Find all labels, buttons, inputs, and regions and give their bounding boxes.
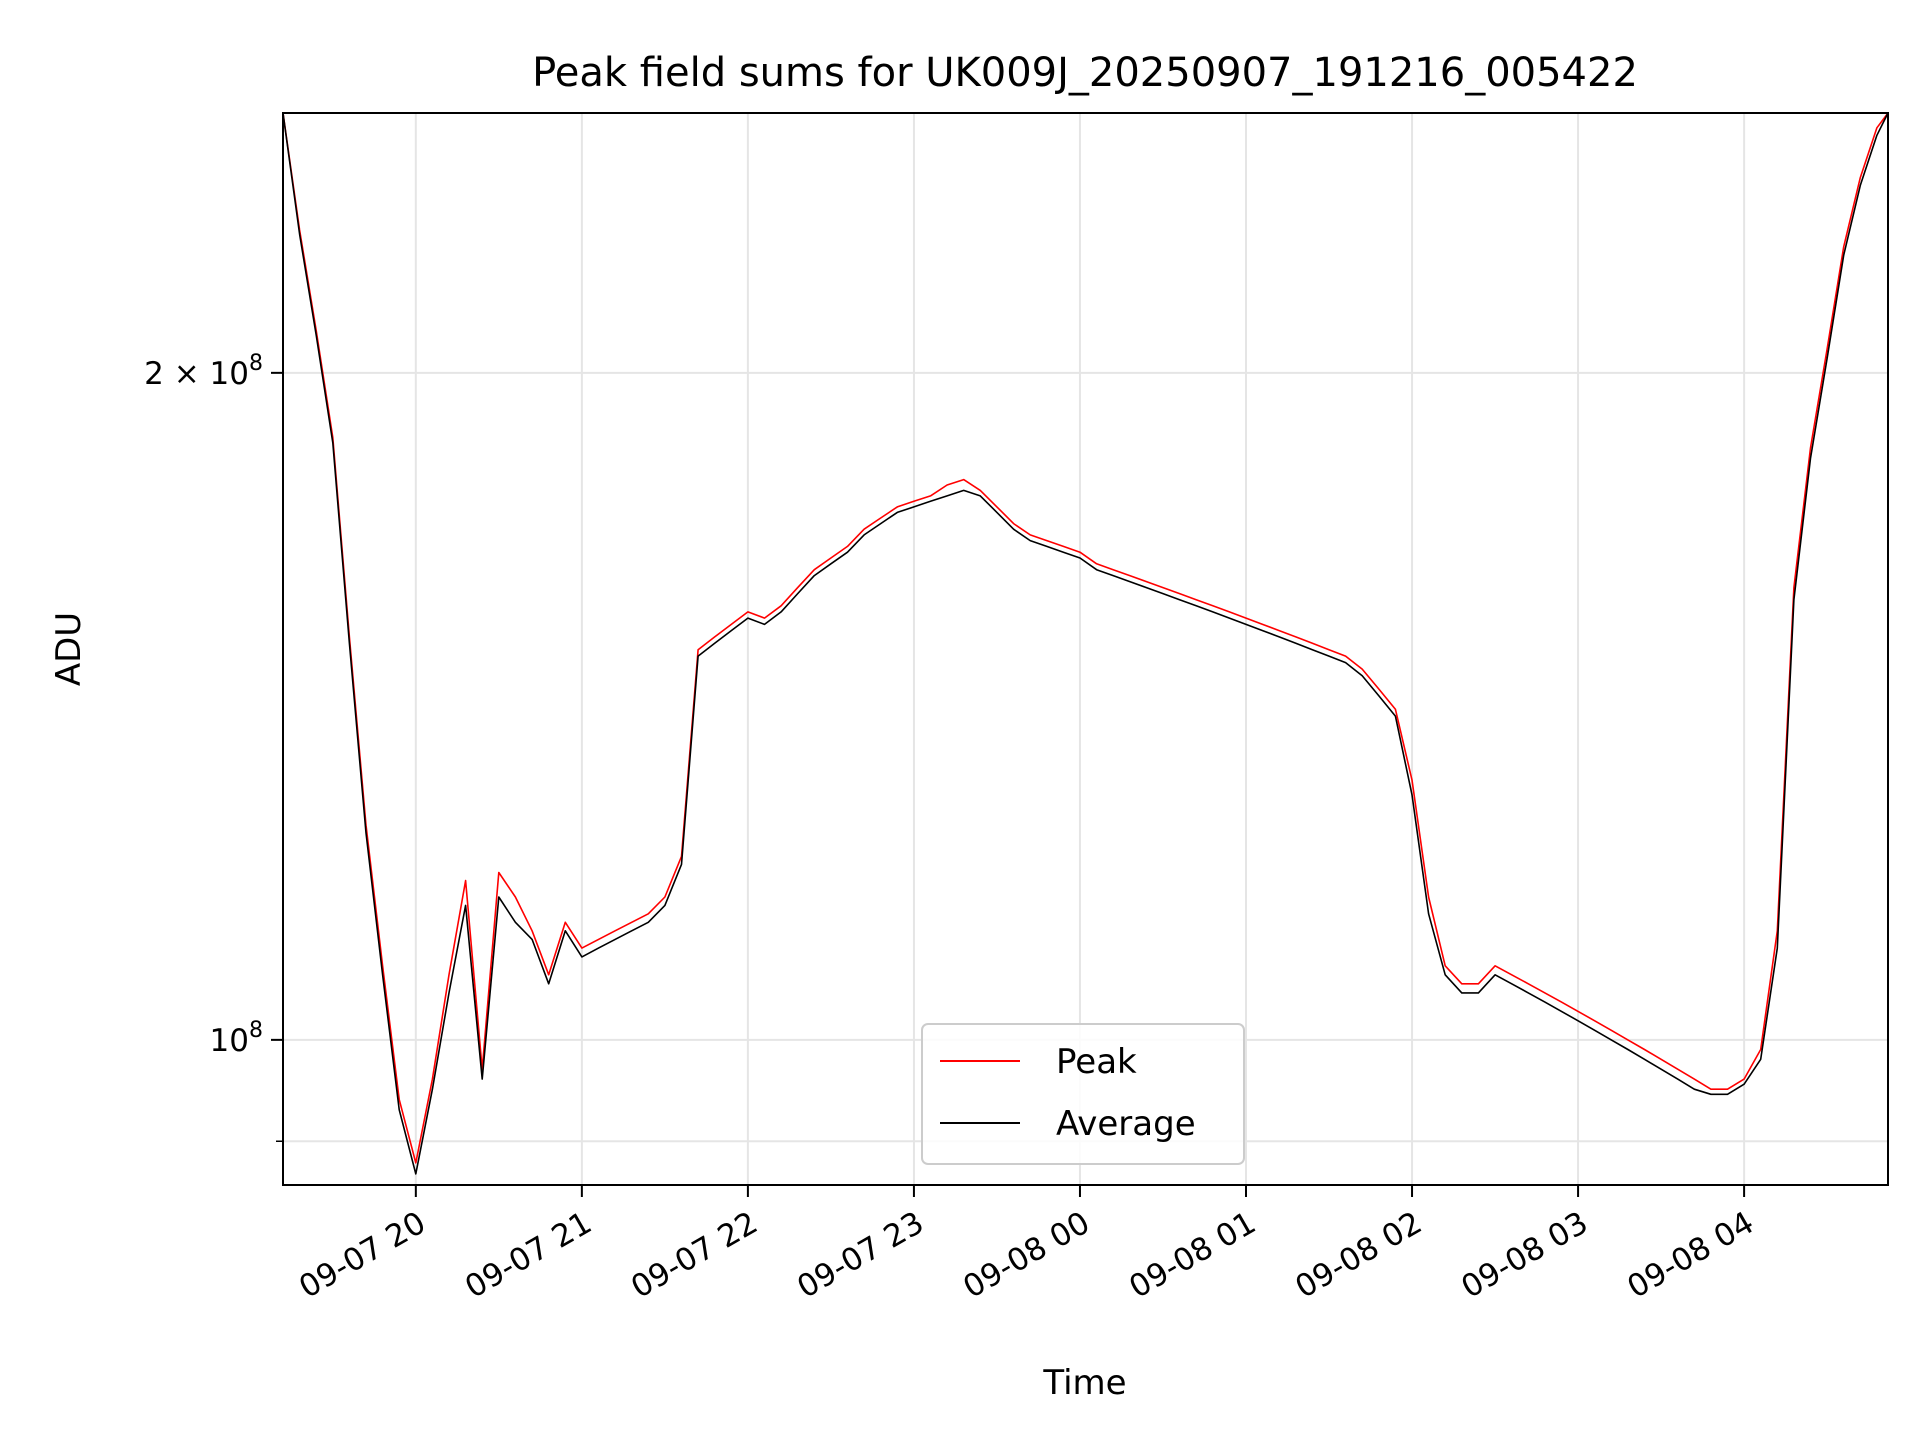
legend-box [921, 1023, 1245, 1165]
y-tick-label: 2 × 108 [144, 351, 263, 392]
legend: Peak Average [921, 1023, 1245, 1165]
series-line-average [282, 112, 1889, 1175]
y-axis: 108 2 × 108 [144, 351, 283, 1143]
series-layer [282, 112, 1889, 1175]
legend-average-label: Average [1056, 1104, 1196, 1144]
series-line-peak [282, 112, 1889, 1164]
chart-title: Peak field sums for UK009J_20250907_1912… [532, 50, 1638, 96]
plot-frame [282, 112, 1889, 1186]
x-axis-label: Time [1042, 1363, 1126, 1403]
grid [283, 113, 1888, 1185]
y-axis-label: ADU [49, 612, 89, 686]
y-tick-label: 108 [210, 1018, 263, 1059]
legend-peak-label: Peak [1056, 1042, 1137, 1082]
